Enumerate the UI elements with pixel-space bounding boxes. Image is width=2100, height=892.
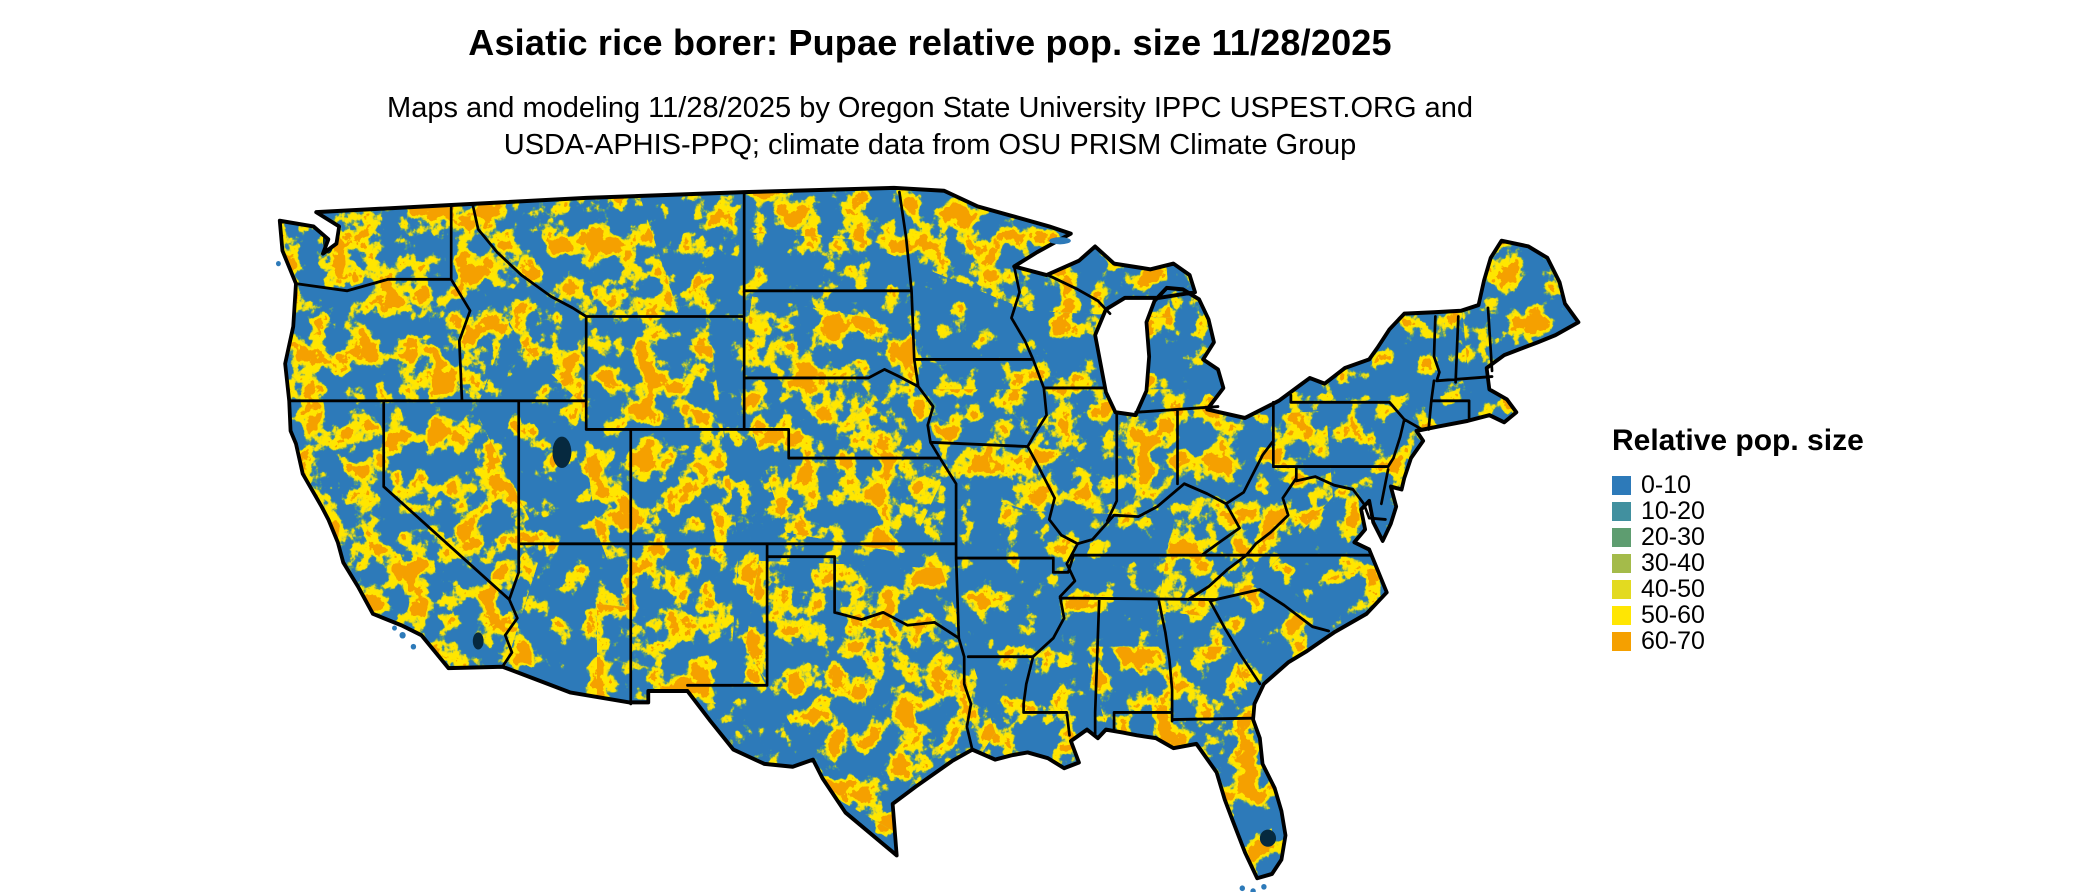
legend-label: 40-50 [1641, 575, 1705, 603]
legend-row: 20-30 [1612, 524, 1864, 550]
salton-sea [472, 632, 484, 650]
legend-row: 10-20 [1612, 498, 1864, 524]
subtitle-line-2: USDA-APHIS-PPQ; climate data from OSU PR… [503, 129, 1357, 161]
legend-title: Relative pop. size [1612, 424, 1864, 457]
subtitle: Maps and modeling 11/28/2025 by Oregon S… [0, 90, 1860, 164]
great-salt-lake [552, 436, 572, 469]
us-map-canvas [275, 185, 1581, 892]
legend-label: 20-30 [1641, 523, 1705, 551]
legend-swatch-30-40 [1612, 553, 1631, 573]
legend-swatch-40-50 [1612, 579, 1631, 599]
legend-row: 50-60 [1612, 602, 1864, 628]
offshore-islands [275, 237, 1267, 892]
us-map [273, 175, 1596, 892]
legend-row: 30-40 [1612, 550, 1864, 576]
lake-okeechobee [1259, 829, 1277, 847]
state-borders [287, 190, 1494, 752]
legend-label: 60-70 [1641, 627, 1705, 655]
legend-row: 0-10 [1612, 472, 1864, 498]
legend-label: 50-60 [1641, 601, 1705, 629]
legend-swatch-50-60 [1612, 605, 1631, 625]
header: Asiatic rice borer: Pupae relative pop. … [0, 22, 1860, 164]
page-title: Asiatic rice borer: Pupae relative pop. … [468, 22, 1392, 63]
legend-swatch-10-20 [1612, 501, 1631, 521]
us-outline [277, 185, 1581, 881]
legend-row: 40-50 [1612, 576, 1864, 602]
subtitle-line-1: Maps and modeling 11/28/2025 by Oregon S… [387, 92, 1473, 124]
legend-label: 30-40 [1641, 549, 1705, 577]
legend-swatch-20-30 [1612, 527, 1631, 547]
legend-row: 60-70 [1612, 628, 1864, 654]
legend-swatch-60-70 [1612, 631, 1631, 651]
legend-label: 0-10 [1641, 471, 1692, 499]
legend: Relative pop. size 0-10 10-20 20-30 30-4… [1612, 424, 1864, 654]
legend-label: 10-20 [1641, 497, 1705, 525]
legend-swatch-0-10 [1612, 475, 1631, 495]
map-fill-layers [279, 187, 1579, 879]
